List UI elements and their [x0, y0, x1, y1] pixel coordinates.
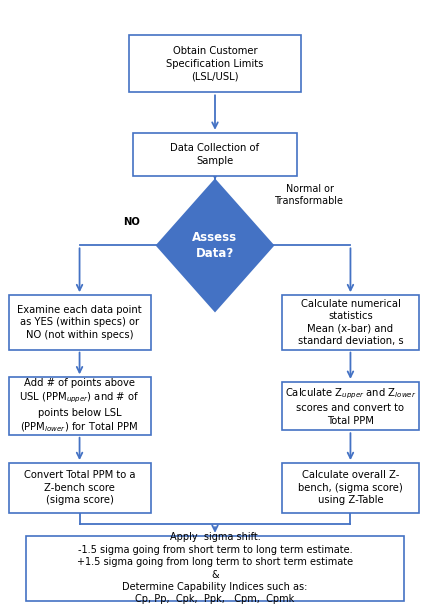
- FancyBboxPatch shape: [129, 35, 301, 92]
- FancyBboxPatch shape: [282, 382, 419, 430]
- FancyBboxPatch shape: [26, 536, 404, 601]
- Text: Examine each data point
as YES (within specs) or
NO (not within specs): Examine each data point as YES (within s…: [17, 305, 142, 340]
- Text: Assess
Data?: Assess Data?: [193, 231, 237, 260]
- FancyBboxPatch shape: [9, 377, 150, 435]
- Text: Apply  sigma shift.
-1.5 sigma going from short term to long term estimate.
+1.5: Apply sigma shift. -1.5 sigma going from…: [77, 533, 353, 604]
- FancyBboxPatch shape: [282, 295, 419, 350]
- Text: Convert Total PPM to a
Z-bench score
(sigma score): Convert Total PPM to a Z-bench score (si…: [24, 470, 135, 505]
- Text: Obtain Customer
Specification Limits
(LSL/USL): Obtain Customer Specification Limits (LS…: [166, 46, 264, 81]
- Text: Calculate numerical
statistics
Mean (x-bar) and
standard deviation, s: Calculate numerical statistics Mean (x-b…: [298, 299, 403, 346]
- FancyBboxPatch shape: [282, 463, 419, 513]
- FancyBboxPatch shape: [9, 295, 150, 350]
- Text: Calculate overall Z-
bench, (sigma score)
using Z-Table: Calculate overall Z- bench, (sigma score…: [298, 470, 403, 505]
- Polygon shape: [157, 180, 273, 311]
- Text: Normal or
Transformable: Normal or Transformable: [275, 184, 344, 206]
- Text: Calculate Z$_{upper}$ and Z$_{lower}$
scores and convert to
Total PPM: Calculate Z$_{upper}$ and Z$_{lower}$ sc…: [285, 387, 416, 425]
- Text: NO: NO: [123, 217, 140, 227]
- Text: Add # of points above
USL (PPM$_{upper}$) and # of
points below LSL
(PPM$_{lower: Add # of points above USL (PPM$_{upper}$…: [19, 378, 140, 434]
- Text: Data Collection of
Sample: Data Collection of Sample: [170, 144, 260, 165]
- FancyBboxPatch shape: [133, 133, 297, 176]
- FancyBboxPatch shape: [9, 463, 150, 513]
